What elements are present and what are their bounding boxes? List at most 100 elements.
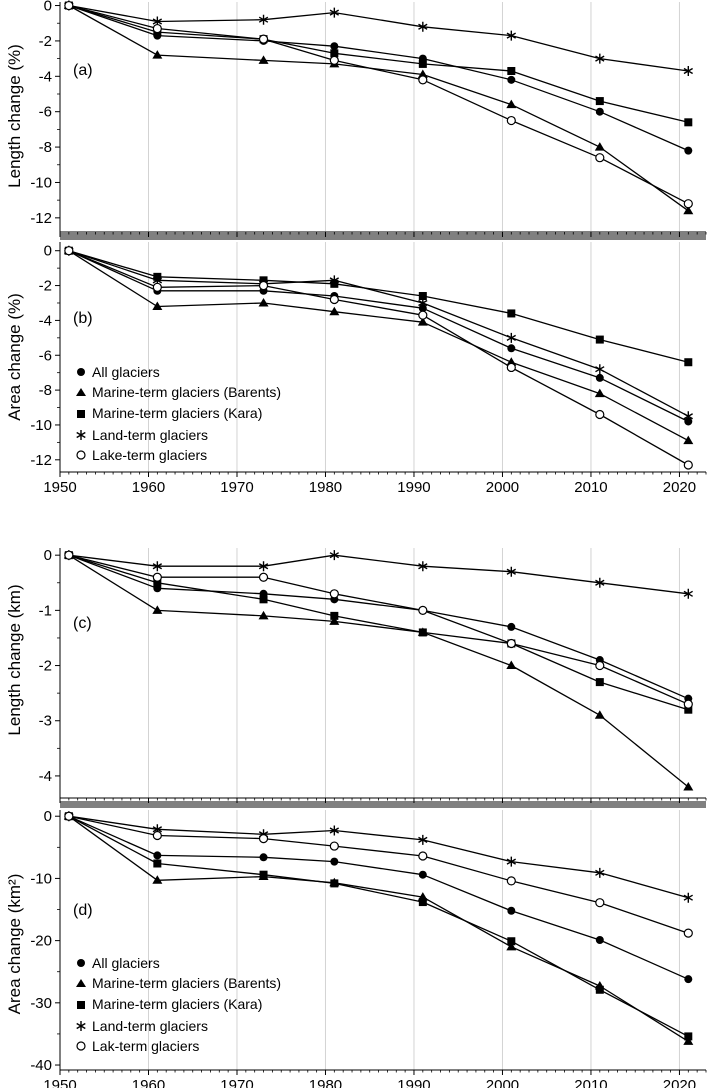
ytick-label-b--2: -2 bbox=[39, 278, 52, 295]
xtick-label-d-1980: 1980 bbox=[309, 1077, 342, 1088]
series-line-a-barents bbox=[68, 4, 689, 212]
ylabel-b: Area change (%) bbox=[5, 293, 24, 421]
point-d-land-2021 bbox=[683, 892, 693, 903]
point-b-kara-1991 bbox=[418, 292, 427, 301]
point-c-barents-2011 bbox=[594, 710, 605, 719]
point-b-land-2021 bbox=[683, 411, 693, 422]
series-line-a-all bbox=[68, 4, 689, 152]
ytick-label-d--20: -20 bbox=[30, 933, 52, 950]
point-a-kara-2001 bbox=[507, 67, 516, 75]
point-c-land-1973 bbox=[258, 561, 269, 572]
point-a-lake-1951 bbox=[64, 0, 74, 11]
point-c-land-1981 bbox=[329, 550, 340, 561]
point-d-lake-1981 bbox=[329, 841, 339, 851]
point-b-barents-1961 bbox=[152, 301, 163, 310]
point-a-kara-1981 bbox=[330, 49, 339, 58]
series-line-d-barents bbox=[68, 815, 689, 1042]
point-a-all-2001 bbox=[507, 75, 516, 84]
point-a-barents-1973 bbox=[258, 55, 269, 64]
ytick-label-d--30: -30 bbox=[30, 995, 52, 1012]
point-c-kara-1981 bbox=[330, 611, 339, 620]
point-d-kara-1973 bbox=[259, 870, 268, 879]
ytick-label-c--2: -2 bbox=[39, 658, 52, 675]
legend-d-label-lake: Lak-term glaciers bbox=[92, 1038, 199, 1054]
point-b-land-2001 bbox=[506, 332, 516, 343]
legend-d-marker-barents bbox=[76, 979, 86, 987]
point-b-lake-2001 bbox=[506, 362, 516, 373]
ytick-label-a--2: -2 bbox=[39, 33, 52, 50]
point-c-kara-2011 bbox=[595, 678, 604, 687]
series-line-c-kara bbox=[68, 554, 689, 711]
legend-d-marker-kara bbox=[77, 1001, 85, 1009]
point-a-land-1973 bbox=[258, 14, 269, 25]
point-c-kara-1991 bbox=[418, 628, 427, 637]
ytick-label-a--12: -12 bbox=[30, 210, 52, 227]
point-d-kara-1981 bbox=[330, 879, 339, 888]
point-c-land-1991 bbox=[418, 561, 428, 572]
point-a-kara-2021 bbox=[684, 118, 693, 127]
point-c-lake-1961 bbox=[152, 572, 162, 582]
legend-b-label-lake: Lake-term glaciers bbox=[92, 447, 207, 463]
point-a-land-1981 bbox=[329, 7, 340, 18]
xtick-label-d-1960: 1960 bbox=[132, 1077, 165, 1088]
point-b-lake-1973 bbox=[258, 280, 269, 291]
point-d-land-1981 bbox=[329, 825, 340, 836]
series-line-a-lake bbox=[68, 4, 689, 205]
xtick-label-b-2000: 2000 bbox=[486, 479, 519, 496]
series-line-c-lake bbox=[68, 554, 689, 705]
point-d-all-1991 bbox=[418, 870, 427, 879]
ytick-label-a--8: -8 bbox=[39, 139, 52, 156]
xtick-label-b-1960: 1960 bbox=[132, 479, 165, 496]
ytick-label-a--4: -4 bbox=[39, 68, 52, 85]
panel-label-d: (d) bbox=[73, 902, 93, 919]
ytick-label-c--3: -3 bbox=[39, 713, 52, 730]
series-line-a-land bbox=[68, 4, 689, 72]
xtick-label-d-1990: 1990 bbox=[397, 1077, 430, 1088]
ytick-label-d--40: -40 bbox=[30, 1057, 52, 1074]
point-a-kara-2011 bbox=[595, 97, 604, 106]
point-b-all-2001 bbox=[507, 344, 516, 353]
xtick-label-b-2010: 2010 bbox=[574, 479, 607, 496]
point-b-all-2021 bbox=[684, 417, 693, 426]
point-d-land-2001 bbox=[506, 856, 516, 867]
point-c-lake-2021 bbox=[683, 699, 693, 709]
point-b-barents-2021 bbox=[683, 435, 694, 445]
point-c-land-2011 bbox=[595, 577, 605, 588]
point-a-all-1981 bbox=[330, 42, 339, 51]
point-c-barents-1981 bbox=[329, 616, 340, 625]
xtick-label-b-1950: 1950 bbox=[43, 479, 76, 496]
point-a-lake-2001 bbox=[506, 115, 516, 126]
point-b-all-2011 bbox=[595, 373, 604, 382]
point-c-land-1961 bbox=[152, 561, 163, 572]
point-d-lake-1991 bbox=[418, 851, 428, 861]
point-a-land-2011 bbox=[595, 53, 605, 64]
point-a-lake-2011 bbox=[595, 153, 605, 163]
point-c-lake-1951 bbox=[64, 550, 74, 560]
series-line-b-all bbox=[68, 250, 689, 423]
point-c-barents-1973 bbox=[258, 610, 269, 620]
legend-b-marker-land bbox=[76, 430, 86, 440]
point-a-barents-2011 bbox=[594, 142, 605, 151]
point-a-lake-1973 bbox=[258, 34, 269, 44]
ylabel-a: Length change (%) bbox=[5, 44, 24, 188]
point-d-kara-2001 bbox=[507, 937, 516, 946]
point-c-barents-2001 bbox=[506, 660, 517, 670]
xtick-label-d-2010: 2010 bbox=[574, 1077, 607, 1088]
series-line-b-lake bbox=[68, 250, 689, 466]
xtick-label-d-1970: 1970 bbox=[220, 1077, 253, 1088]
point-c-lake-1981 bbox=[329, 589, 339, 599]
legend-b-marker-barents bbox=[76, 388, 86, 396]
series-line-d-lake bbox=[68, 815, 689, 934]
legend-b-label-land: Land-term glaciers bbox=[92, 427, 208, 443]
point-a-lake-1981 bbox=[329, 55, 339, 65]
series-line-b-kara bbox=[68, 250, 689, 363]
series-line-c-land bbox=[68, 554, 689, 595]
point-d-all-2021 bbox=[684, 975, 693, 984]
point-c-lake-1991 bbox=[418, 605, 428, 615]
point-c-land-2021 bbox=[683, 588, 693, 599]
series-line-d-all bbox=[68, 815, 689, 980]
point-c-lake-2001 bbox=[506, 638, 516, 649]
point-b-all-1991 bbox=[418, 304, 427, 313]
legend-b: All glaciers Marine-term glaciers (Baren… bbox=[76, 364, 281, 463]
point-b-land-2011 bbox=[595, 364, 605, 375]
